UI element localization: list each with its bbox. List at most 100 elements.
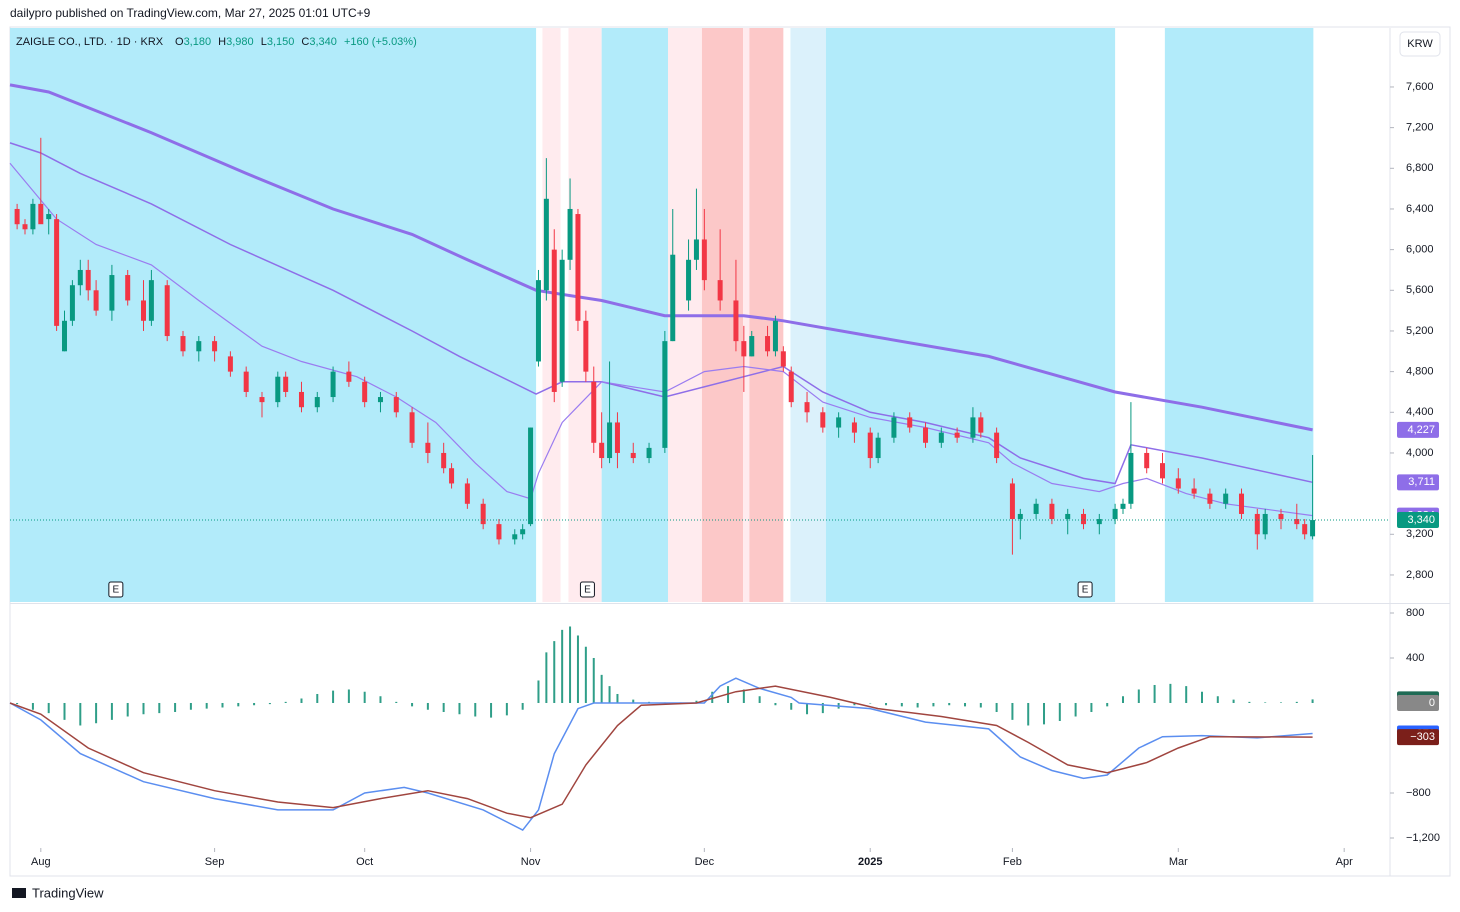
candle-body bbox=[212, 341, 218, 352]
candle-body bbox=[1302, 524, 1308, 535]
earnings-label: E bbox=[113, 585, 120, 596]
candle-body bbox=[820, 412, 826, 428]
candle-body bbox=[994, 432, 1000, 459]
histogram-bar bbox=[458, 702, 461, 715]
candle-body bbox=[614, 422, 620, 453]
candle-body bbox=[765, 336, 771, 352]
currency-button[interactable] bbox=[1399, 31, 1441, 57]
price-label: 4,227 bbox=[1407, 424, 1435, 436]
candle-body bbox=[441, 452, 447, 469]
histogram-bar bbox=[1232, 699, 1235, 703]
histogram-bar bbox=[379, 696, 382, 703]
footer: TradingView bbox=[32, 885, 104, 900]
candle-body bbox=[243, 371, 249, 392]
candle-body bbox=[512, 534, 518, 540]
currency[interactable]: KRW bbox=[1407, 38, 1433, 50]
histogram-bar bbox=[869, 702, 872, 704]
candle-body bbox=[701, 239, 707, 281]
histogram-bar bbox=[474, 702, 477, 717]
candle-body bbox=[551, 249, 557, 392]
y-tick-label: 3,200 bbox=[1406, 528, 1434, 540]
candle-body bbox=[330, 371, 336, 398]
histogram-bar bbox=[711, 691, 714, 703]
l-key: L bbox=[261, 36, 267, 48]
candle-body bbox=[409, 412, 415, 443]
change: +160 (+5.03%) bbox=[344, 36, 417, 48]
y-tick-label: −1,200 bbox=[1406, 832, 1440, 844]
price-label: 3,711 bbox=[1408, 476, 1435, 488]
histogram-bar bbox=[561, 629, 564, 703]
histogram-bar bbox=[237, 702, 240, 707]
histogram-bar bbox=[608, 686, 611, 703]
candle-body bbox=[22, 224, 28, 230]
y-tick-label: 4,800 bbox=[1406, 366, 1434, 378]
price-label-box bbox=[1397, 421, 1439, 438]
histogram-bar bbox=[363, 691, 366, 703]
candle-body bbox=[1278, 513, 1284, 520]
candle-body bbox=[109, 275, 115, 311]
o: 3,180 bbox=[184, 36, 212, 48]
histogram-bar bbox=[490, 702, 493, 718]
candle-body bbox=[227, 356, 233, 372]
earnings-label: E bbox=[584, 585, 591, 596]
indicator-line bbox=[9, 83, 1313, 432]
candle-body bbox=[180, 336, 186, 352]
candle-body bbox=[607, 422, 613, 459]
histogram-bar bbox=[821, 702, 824, 714]
candle-body bbox=[693, 239, 699, 260]
histogram-bar bbox=[316, 693, 319, 703]
histogram-bar bbox=[932, 702, 935, 707]
candle-body bbox=[907, 417, 913, 428]
candle-body bbox=[670, 254, 676, 342]
candle-body bbox=[314, 397, 320, 408]
candle-body bbox=[30, 203, 36, 230]
y-tick-label: 800 bbox=[1406, 607, 1424, 619]
histogram-bar bbox=[600, 674, 603, 703]
candle-body bbox=[1017, 513, 1023, 520]
histogram-bar bbox=[110, 702, 113, 720]
candle-body bbox=[591, 381, 597, 443]
histogram-bar bbox=[695, 700, 698, 703]
x-tick-label: Aug bbox=[31, 856, 51, 868]
background-band bbox=[749, 28, 784, 602]
histogram-bar bbox=[758, 696, 761, 703]
histogram-bar bbox=[853, 702, 856, 706]
histogram-bar bbox=[1248, 701, 1251, 703]
histogram-bar bbox=[790, 702, 793, 710]
histogram-bar bbox=[347, 689, 350, 703]
y-tick-label: 2,800 bbox=[1406, 569, 1434, 581]
candle-body bbox=[1120, 503, 1126, 509]
histogram-bar bbox=[569, 626, 572, 703]
candle-body bbox=[125, 275, 131, 301]
histogram-bar bbox=[189, 702, 192, 710]
histogram-bar bbox=[1295, 701, 1298, 703]
histogram-bar bbox=[1137, 689, 1140, 703]
candle-body bbox=[559, 259, 565, 382]
candle-body bbox=[77, 269, 83, 286]
y-tick-label: −800 bbox=[1406, 787, 1431, 799]
y-tick-label: 6,800 bbox=[1406, 162, 1434, 174]
y-tick-label: 5,600 bbox=[1406, 284, 1434, 296]
candle-body bbox=[1033, 503, 1039, 514]
earnings-marker bbox=[1077, 581, 1093, 598]
histogram-bar bbox=[505, 702, 508, 716]
histogram-bar bbox=[1185, 686, 1188, 703]
indicator-line bbox=[9, 162, 1313, 517]
candle-body bbox=[891, 417, 897, 438]
histogram-bar bbox=[537, 680, 540, 703]
candle-body bbox=[1207, 493, 1213, 504]
candle-body bbox=[140, 300, 146, 321]
published: dailypro published on TradingView.com, M… bbox=[10, 6, 371, 20]
candle-body bbox=[1175, 478, 1181, 489]
candle-body bbox=[298, 391, 304, 408]
histogram-bar bbox=[806, 702, 809, 715]
candle-body bbox=[69, 285, 75, 321]
candle-body bbox=[954, 432, 960, 438]
histogram-bar bbox=[142, 702, 145, 715]
price-label: 3,340 bbox=[1407, 514, 1435, 526]
histogram-bar bbox=[63, 702, 66, 720]
histogram-bar bbox=[1090, 702, 1093, 712]
histogram-bar bbox=[521, 702, 524, 710]
histogram-bar bbox=[442, 702, 445, 712]
histogram-bar bbox=[284, 701, 287, 703]
